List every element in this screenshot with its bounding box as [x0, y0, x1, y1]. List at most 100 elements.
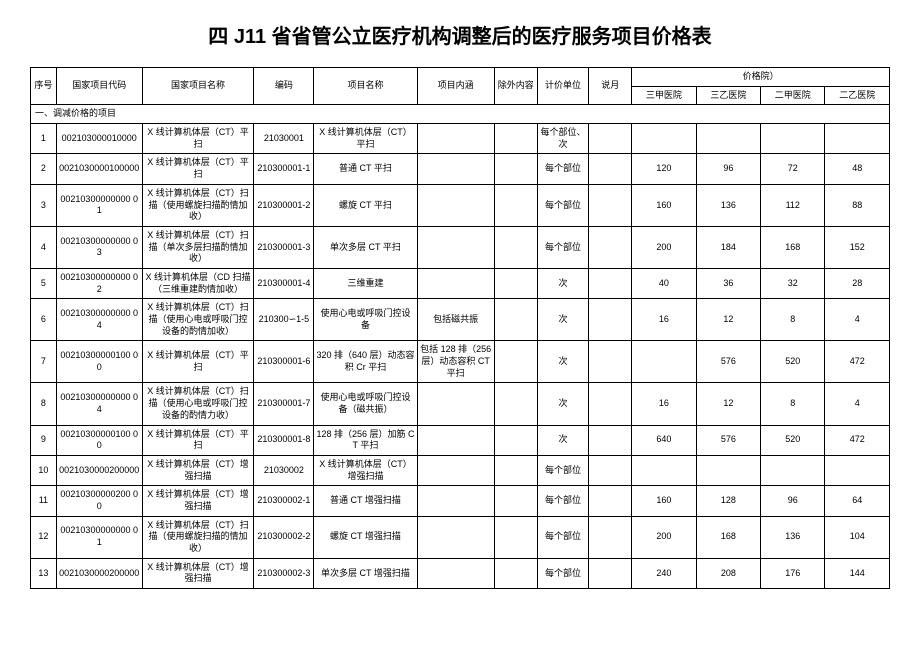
cell-seq: 9: [31, 425, 57, 455]
cell-p4: 472: [825, 425, 890, 455]
cell-note: [589, 268, 632, 298]
cell-ncode: 00210300000200 00: [56, 486, 142, 516]
table-row: 1200210300000000 01X 线计算机体层（CT）扫描（使用螺旋扫描…: [31, 516, 890, 558]
table-row: 100021030000200000X 线计算机体层（CT）增强扫描210300…: [31, 455, 890, 485]
table-row: 500210300000000 02X 线计算机体层（CD 扫描（三维重建酌情加…: [31, 268, 890, 298]
cell-code: 210300∽1-5: [254, 299, 314, 341]
cell-ncode: 00210300000000 01: [56, 184, 142, 226]
cell-code: 210300001-4: [254, 268, 314, 298]
cell-ncode: 00210300000000 03: [56, 226, 142, 268]
th-p1: 三甲医院: [632, 86, 696, 105]
cell-unit: 每个部位: [537, 455, 589, 485]
cell-code: 210300002-2: [254, 516, 314, 558]
th-excl: 除外内容: [494, 68, 537, 105]
cell-nname: X 线计算机体层（CT）扫描（使用心电或呼吸门控设备的酌情力收）: [142, 383, 254, 425]
cell-p2: [696, 124, 760, 154]
cell-pcont: [417, 516, 494, 558]
cell-pcont: [417, 383, 494, 425]
cell-code: 210300002-1: [254, 486, 314, 516]
cell-seq: 3: [31, 184, 57, 226]
th-p4: 二乙医院: [825, 86, 890, 105]
cell-seq: 7: [31, 341, 57, 383]
cell-note: [589, 154, 632, 184]
cell-p1: 40: [632, 268, 696, 298]
cell-p3: 176: [761, 558, 825, 588]
cell-p3: 96: [761, 486, 825, 516]
cell-code: 21030002: [254, 455, 314, 485]
section-label: 一、调减价格的项目: [31, 105, 890, 124]
cell-ncode: 00210300000000 01: [56, 516, 142, 558]
th-p3: 二甲医院: [761, 86, 825, 105]
cell-pname: 螺旋 CT 增强扫描: [314, 516, 417, 558]
cell-pcont: [417, 486, 494, 516]
cell-excl: [494, 124, 537, 154]
cell-p4: 88: [825, 184, 890, 226]
cell-pname: 单次多层 CT 增强扫描: [314, 558, 417, 588]
cell-p3: 112: [761, 184, 825, 226]
cell-code: 210300001-1: [254, 154, 314, 184]
cell-p2: 208: [696, 558, 760, 588]
table-row: 400210300000000 03X 线计算机体层（CT）扫描（单次多层扫描酌…: [31, 226, 890, 268]
cell-pcont: 包括磁共振: [417, 299, 494, 341]
cell-excl: [494, 455, 537, 485]
cell-pcont: [417, 124, 494, 154]
cell-pcont: [417, 154, 494, 184]
cell-pname: 使用心电或呼吸门控设备（磁共振）: [314, 383, 417, 425]
th-unit: 计价单位: [537, 68, 589, 105]
th-code: 编码: [254, 68, 314, 105]
cell-p2: [696, 455, 760, 485]
cell-p2: 136: [696, 184, 760, 226]
cell-pname: 使用心电或呼吸门控设备: [314, 299, 417, 341]
cell-pcont: 包括 128 排（256 层）动态容积 CT 平扫: [417, 341, 494, 383]
cell-ncode: 00210300000100 00: [56, 425, 142, 455]
cell-p1: 200: [632, 226, 696, 268]
table-row: 1002103000010000X 线计算机体层（CT）平扫21030001X …: [31, 124, 890, 154]
cell-p2: 36: [696, 268, 760, 298]
cell-p3: [761, 124, 825, 154]
cell-ncode: 00210300000000 04: [56, 383, 142, 425]
cell-nname: X 线计算机体层（CT）扫描（使用螺旋扫描的情加收）: [142, 516, 254, 558]
cell-code: 210300001-6: [254, 341, 314, 383]
cell-note: [589, 383, 632, 425]
cell-seq: 1: [31, 124, 57, 154]
cell-p4: 28: [825, 268, 890, 298]
cell-nname: X 线计算机体层（CT）增强扫描: [142, 486, 254, 516]
th-pname: 项目名称: [314, 68, 417, 105]
cell-nname: X 线计算机体层（CT）平扫: [142, 154, 254, 184]
cell-p3: 520: [761, 425, 825, 455]
cell-note: [589, 425, 632, 455]
cell-pname: 普通 CT 平扫: [314, 154, 417, 184]
cell-p4: 48: [825, 154, 890, 184]
cell-ncode: 00210300000100 00: [56, 341, 142, 383]
th-price-group: 价格院）: [632, 68, 890, 87]
cell-note: [589, 486, 632, 516]
cell-p1: 16: [632, 383, 696, 425]
cell-p2: 168: [696, 516, 760, 558]
cell-excl: [494, 341, 537, 383]
cell-unit: 次: [537, 425, 589, 455]
cell-p1: [632, 455, 696, 485]
cell-p4: 4: [825, 299, 890, 341]
cell-nname: X 线计算机体层（CT）平扫: [142, 341, 254, 383]
cell-ncode: 0021030000100000: [56, 154, 142, 184]
page-title: 四 J11 省省管公立医疗机构调整后的医疗服务项目价格表: [30, 20, 890, 49]
th-p2: 三乙医院: [696, 86, 760, 105]
cell-seq: 5: [31, 268, 57, 298]
cell-excl: [494, 383, 537, 425]
cell-note: [589, 341, 632, 383]
section-row: 一、调减价格的项目: [31, 105, 890, 124]
cell-p1: 160: [632, 486, 696, 516]
cell-pname: 320 排（640 层）动态容积 Cr 平扫: [314, 341, 417, 383]
cell-ncode: 0021030000200000: [56, 558, 142, 588]
cell-p1: 240: [632, 558, 696, 588]
table-row: 600210300000000 04X 线计算机体层（CT）扫描（使用心电或呼吸…: [31, 299, 890, 341]
cell-p4: 472: [825, 341, 890, 383]
cell-unit: 次: [537, 268, 589, 298]
cell-note: [589, 184, 632, 226]
cell-seq: 4: [31, 226, 57, 268]
cell-pname: 单次多层 CT 平扫: [314, 226, 417, 268]
cell-unit: 次: [537, 383, 589, 425]
cell-p2: 96: [696, 154, 760, 184]
cell-p2: 12: [696, 299, 760, 341]
cell-seq: 10: [31, 455, 57, 485]
